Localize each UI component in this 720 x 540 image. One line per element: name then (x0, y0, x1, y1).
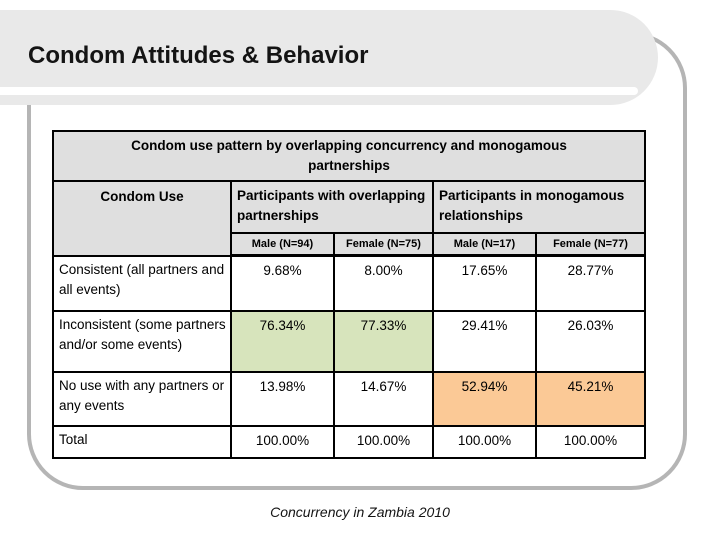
table-cell: 45.21% (534, 370, 647, 427)
table-cell: 100.00% (333, 424, 434, 459)
table-row-consistent: Consistent (all partners and all events)… (52, 254, 647, 312)
table-cell: 8.00% (333, 254, 434, 312)
table-cell: 17.65% (432, 254, 537, 312)
col-header-female-n77: Female (N=77) (534, 232, 647, 257)
table-cell: 100.00% (432, 424, 537, 459)
condom-use-table: Condom use pattern by overlapping concur… (51, 130, 647, 459)
table-row-total: Total 100.00% 100.00% 100.00% 100.00% (52, 424, 647, 459)
title-band-stripe (0, 87, 638, 95)
col-header-male-n17: Male (N=17) (432, 232, 537, 257)
table-cell: 77.33% (333, 309, 434, 373)
table-cell: 100.00% (534, 424, 647, 459)
table-title: Condom use pattern by overlapping concur… (51, 130, 647, 182)
table-cell: 13.98% (230, 370, 335, 427)
group-header-monogamous: Participants in monogamous relationships (431, 180, 647, 234)
table-cell: 26.03% (534, 309, 647, 373)
table-cell: 29.41% (432, 309, 537, 373)
table-cell: 28.77% (534, 254, 647, 312)
slide-title: Condom Attitudes & Behavior (28, 42, 369, 69)
table-title-row: Condom use pattern by overlapping concur… (51, 130, 647, 182)
footer-caption: Concurrency in Zambia 2010 (270, 504, 450, 520)
group-header-row: Condom Use Participants with overlapping… (52, 180, 647, 257)
table-cell: 100.00% (230, 424, 335, 459)
table-cell: 76.34% (230, 309, 335, 373)
subheader-row: Male (N=94) Female (N=75) Male (N=17) Fe… (53, 232, 647, 257)
row-label: Total (52, 424, 232, 459)
table-cell: 52.94% (432, 370, 537, 427)
table-row-no-use: No use with any partners or any events 1… (52, 370, 647, 427)
title-band: Condom Attitudes & Behavior (0, 10, 658, 105)
col-header-male-n94: Male (N=94) (230, 232, 335, 257)
row-label: Inconsistent (some partners and/or some … (52, 309, 232, 373)
group-header-overlapping: Participants with overlapping partnershi… (230, 180, 434, 234)
corner-header-condom-use: Condom Use (52, 180, 232, 257)
table-cell: 14.67% (333, 370, 434, 427)
table-row-inconsistent: Inconsistent (some partners and/or some … (52, 309, 647, 373)
row-label: No use with any partners or any events (52, 370, 232, 427)
table-cell: 9.68% (230, 254, 335, 312)
row-label: Consistent (all partners and all events) (52, 254, 232, 312)
col-header-female-n75: Female (N=75) (333, 232, 434, 257)
